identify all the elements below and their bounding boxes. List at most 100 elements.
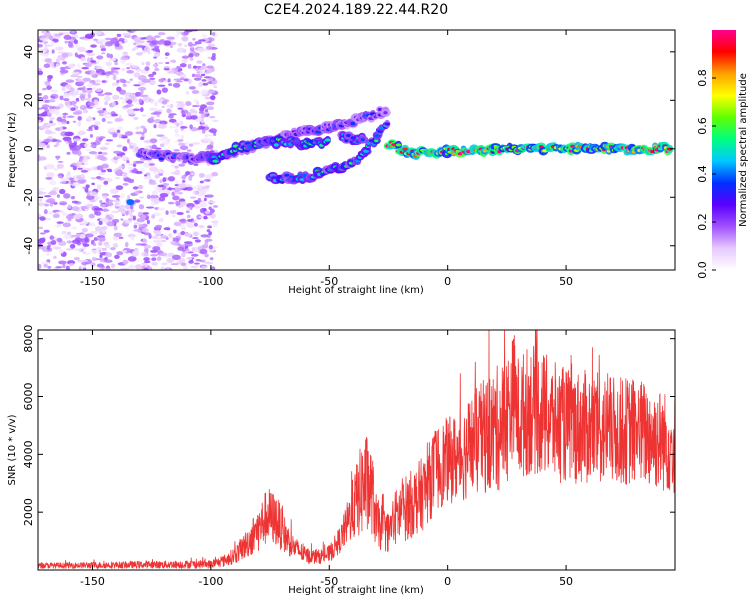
spectrogram-cell: [184, 250, 190, 253]
spectrogram-cell: [185, 110, 189, 114]
spectrogram-cell: [112, 242, 119, 249]
spectrogram-cell: [45, 163, 55, 170]
spectrogram-cell: [142, 96, 151, 101]
spectrogram-cell: [198, 81, 204, 87]
spectrogram-cell: [212, 223, 218, 228]
spectrogram-cell: [103, 180, 109, 185]
spectrogram-cell: [164, 52, 170, 57]
spectrogram-cell: [150, 99, 154, 104]
spectrogram-cell: [206, 229, 211, 233]
spectrogram-cell: [201, 79, 207, 82]
spectrogram-cell: [144, 66, 150, 71]
spectrogram-cell: [50, 189, 57, 196]
spectrogram-cell: [201, 112, 206, 119]
spectrogram-cell: [186, 149, 192, 152]
spectrogram-cell: [188, 53, 194, 58]
spectrogram-cell: [200, 89, 209, 95]
spectrogram-cell: [193, 77, 202, 81]
spectrogram-cell: [49, 179, 57, 186]
spectrogram-cell: [106, 220, 116, 227]
spectrogram-cell: [204, 253, 209, 258]
spectrogram-cell: [101, 226, 108, 230]
spectrogram-cell: [157, 123, 167, 129]
spectrogram-cell: [130, 236, 135, 241]
spectrogram-cell: [161, 262, 168, 266]
spectrogram-cell: [122, 182, 129, 186]
spectrogram-cell: [201, 34, 208, 38]
spectrogram-cell: [72, 111, 82, 115]
spectrogram-cell: [156, 242, 163, 247]
spectrogram-cell: [142, 212, 150, 215]
spectrogram-cell: [58, 188, 66, 195]
spectrogram-cell: [177, 43, 183, 47]
spectrogram-y-tick-label: -20: [22, 188, 35, 206]
spectrogram-cell: [77, 167, 83, 170]
spectrogram-cell: [185, 222, 192, 225]
spectrogram-cell: [153, 171, 158, 175]
spectrogram-feature-track-2: [205, 135, 332, 165]
spectrogram-cell: [118, 132, 122, 139]
spectrogram-cell: [80, 169, 89, 173]
spectrogram-cell: [101, 80, 106, 83]
spectrogram-cell: [666, 147, 673, 151]
spectrogram-cell: [169, 209, 177, 215]
spectrogram-cell: [103, 218, 109, 224]
spectrogram-cell: [131, 47, 136, 52]
spectrogram-cell: [160, 266, 165, 270]
spectrogram-cell: [96, 184, 102, 190]
colorbar-tick-label: 0.8: [696, 69, 709, 87]
spectrogram-cell: [98, 151, 103, 155]
spectrogram-cell: [176, 211, 184, 216]
spectrogram-cell: [53, 255, 57, 260]
spectrogram-cell: [99, 203, 107, 208]
spectrogram-cell: [89, 134, 94, 138]
spectrogram-cell: [115, 185, 124, 191]
spectrogram-cell: [99, 267, 105, 270]
spectrogram-cell: [62, 136, 72, 141]
spectrogram-cell: [197, 39, 207, 42]
spectrogram-cell: [121, 79, 127, 84]
spectrogram-cell: [70, 178, 74, 185]
spectrogram-cell: [185, 90, 190, 95]
spectrogram-cell: [59, 95, 64, 101]
spectrogram-cell: [96, 59, 100, 65]
spectrogram-cell: [114, 42, 120, 47]
spectrogram-cell: [156, 134, 165, 137]
spectrogram-cell: [87, 50, 94, 53]
spectrogram-cell: [116, 86, 122, 92]
spectrogram-cell: [95, 211, 102, 216]
spectrogram-cell: [185, 210, 190, 214]
spectrogram-cell: [64, 40, 69, 44]
spectrogram-cell: [48, 116, 56, 121]
spectrogram-cell: [188, 78, 192, 85]
spectrogram-cell: [108, 57, 117, 62]
spectrogram-cell: [79, 155, 83, 162]
spectrogram-cell: [110, 247, 116, 251]
spectrogram-x-tick-label: -50: [320, 275, 338, 288]
spectrogram-cell: [120, 218, 124, 221]
spectrogram-cell: [189, 196, 197, 199]
spectrogram-cell: [158, 218, 164, 223]
spectrogram-cell: [133, 229, 142, 232]
spectrogram-cell: [141, 78, 151, 83]
spectrogram-cell: [134, 146, 140, 152]
spectrogram-cell: [206, 144, 214, 149]
spectrogram-cell: [38, 113, 46, 117]
spectrogram-cell: [148, 182, 158, 185]
spectrogram-cell: [174, 33, 180, 37]
spectrogram-cell: [161, 87, 169, 93]
spectrogram-cell: [173, 229, 177, 234]
snr-x-tick-label: -50: [320, 575, 338, 588]
spectrogram-cell: [212, 119, 219, 123]
spectrogram-cell: [101, 247, 107, 251]
spectrogram-cell: [198, 224, 205, 229]
spectrogram-cell: [146, 35, 154, 41]
spectrogram-cell: [151, 144, 157, 150]
spectrogram-cell: [79, 259, 89, 263]
spectrogram-cell: [143, 127, 148, 134]
spectrogram-cell: [116, 33, 122, 38]
spectrogram-cell: [43, 95, 49, 100]
spectrogram-cell: [174, 191, 180, 195]
spectrogram-cell: [201, 123, 209, 127]
spectrogram-cell: [90, 124, 97, 128]
